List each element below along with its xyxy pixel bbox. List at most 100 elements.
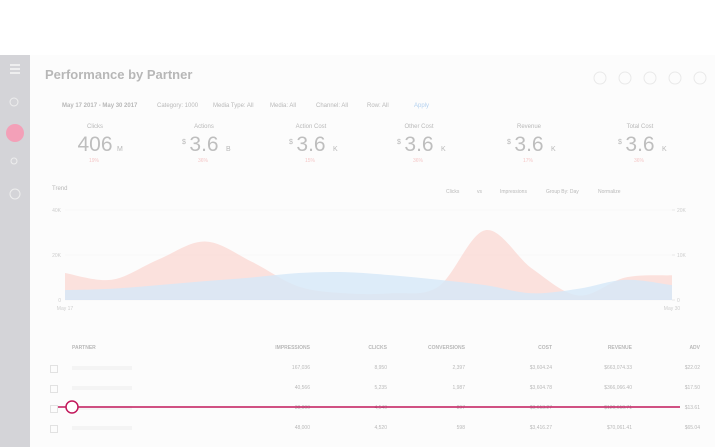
filter-dropdown: Media Type: All (213, 103, 254, 109)
apply-button: Apply (414, 103, 430, 109)
table-cell: $3,416.27 (529, 425, 552, 431)
table-cell: 167,036 (291, 365, 310, 371)
y2-tick-label: 10K (677, 253, 687, 259)
slider-handle[interactable] (65, 400, 79, 414)
kpi-unit: B (226, 146, 231, 153)
trend-chart: 0 20K 40K 0 10K 20K May 17 May 30 (52, 208, 687, 312)
kpi-value: 3.6 (514, 133, 544, 156)
date-filter: May 17 2017 - May 30 2017 (62, 103, 138, 109)
kpi-prefix: $ (397, 139, 401, 146)
column-header: PARTNER (72, 345, 96, 351)
kpi-label: Total Cost (626, 124, 654, 130)
kpi-prefix: $ (618, 139, 622, 146)
row-checkbox[interactable] (50, 385, 58, 393)
table-cell: 5,235 (374, 385, 387, 391)
table-cell: 4,520 (374, 425, 387, 431)
table-cell: 40,566 (294, 385, 310, 391)
kpi-unit: M (117, 146, 123, 153)
kpi-value: 3.6 (189, 133, 219, 156)
y-tick-label: 0 (58, 298, 61, 304)
table-cell: 1,987 (452, 385, 465, 391)
table-cell: $366,066.40 (604, 385, 632, 391)
table-cell: 48,000 (294, 425, 310, 431)
metric-selector: Clicks (446, 189, 460, 195)
partner-placeholder (72, 366, 132, 370)
filter-dropdown: Category: 1000 (157, 103, 199, 109)
y-tick-label: 40K (52, 208, 62, 214)
table-cell: $70,061.41 (606, 425, 632, 431)
chart-title: Trend (52, 186, 68, 192)
kpi-unit: K (333, 146, 338, 153)
table-cell: $120,610.71 (604, 405, 632, 411)
kpi-label: Clicks (87, 124, 103, 130)
kpi-label: Action Cost (295, 124, 327, 130)
table-cell: $13.61 (684, 405, 700, 411)
row-checkbox[interactable] (50, 405, 58, 413)
kpi-unit: K (662, 146, 667, 153)
x-tick-label: May 30 (664, 306, 681, 312)
column-header: REVENUE (607, 345, 632, 351)
filter-dropdown: Row: All (367, 103, 389, 109)
partner-placeholder (72, 406, 132, 410)
column-header: COST (538, 345, 552, 351)
kpi-value: 3.6 (625, 133, 655, 156)
filter-dropdown: Channel: All (316, 103, 349, 109)
partner-placeholder (72, 426, 132, 430)
kpi-change: 36% (634, 158, 645, 164)
column-header: CLICKS (368, 345, 387, 351)
metric-selector: Impressions (500, 189, 527, 195)
y2-tick-label: 20K (677, 208, 687, 214)
y2-tick-label: 0 (677, 298, 680, 304)
row-checkbox[interactable] (50, 425, 58, 433)
table-cell: 8,950 (374, 365, 387, 371)
filter-dropdown: Media: All (270, 103, 297, 109)
table-cell: 897 (456, 405, 465, 411)
table-cell: $22.02 (684, 365, 700, 371)
table-cell: $17.50 (684, 385, 700, 391)
kpi-change: 17% (523, 158, 534, 164)
kpi-label: Other Cost (404, 124, 434, 130)
table-cell: $3,613.27 (529, 405, 552, 411)
table-cell: 38,000 (294, 405, 310, 411)
column-header: IMPRESSIONS (275, 345, 310, 351)
column-header: ADV (689, 345, 700, 351)
kpi-change: 19% (89, 158, 100, 164)
table-cell: $3,604.78 (529, 385, 552, 391)
table-cell: $65.04 (684, 425, 700, 431)
kpi-value: 3.6 (404, 133, 434, 156)
kpi-value: 406 (77, 133, 113, 156)
vs-label: vs (477, 189, 482, 195)
table-cell: 2,397 (452, 365, 465, 371)
kpi-prefix: $ (182, 139, 186, 146)
table-cell: 4,540 (374, 405, 387, 411)
sidebar (0, 55, 30, 447)
kpi-unit: K (441, 146, 446, 153)
kpi-change: 36% (198, 158, 209, 164)
partner-placeholder (72, 386, 132, 390)
page-title: Performance by Partner (45, 67, 193, 82)
kpi-unit: K (551, 146, 556, 153)
kpi-label: Revenue (516, 124, 542, 130)
column-header: CONVERSIONS (428, 345, 465, 351)
table-cell: 598 (456, 425, 465, 431)
kpi-change: 15% (305, 158, 316, 164)
area-series (65, 271, 672, 300)
kpi-value: 3.6 (296, 133, 326, 156)
group-by: Group By: Day (546, 189, 579, 195)
main-content: Performance by Partner May 17 2017 - May … (30, 55, 715, 447)
area-series (65, 230, 672, 300)
table-cell: $663,074.33 (604, 365, 632, 371)
normalize-toggle: Normalize (598, 189, 621, 195)
kpi-prefix: $ (507, 139, 511, 146)
row-checkbox[interactable] (50, 365, 58, 373)
kpi-prefix: $ (289, 139, 293, 146)
sidebar-icons (6, 64, 24, 200)
kpi-label: Actions (194, 124, 214, 130)
toolbar-icons (593, 71, 707, 85)
table-cell: $3,604.24 (529, 365, 552, 371)
kpi-change: 36% (413, 158, 424, 164)
y-tick-label: 20K (52, 253, 62, 259)
x-tick-label: May 17 (57, 306, 74, 312)
